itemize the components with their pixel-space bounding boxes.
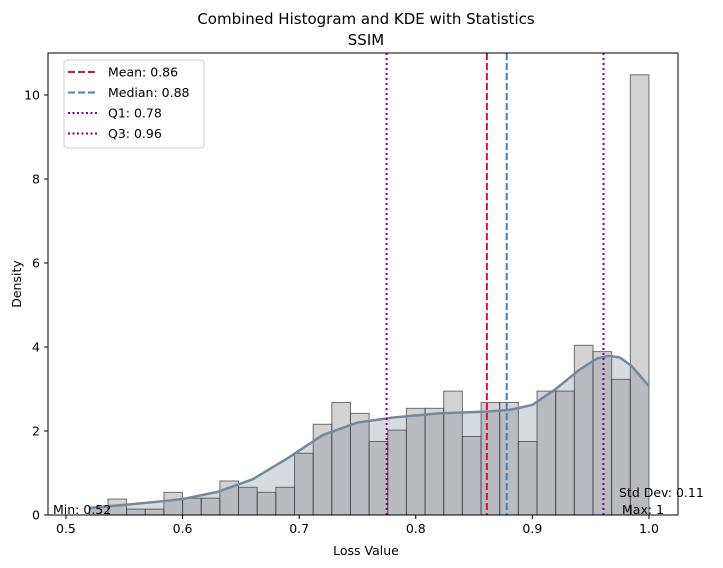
histogram-bar	[275, 486, 295, 516]
histogram-bar	[387, 429, 407, 516]
histogram-bar	[480, 401, 501, 516]
min-annotation: Min: 0.52	[53, 502, 111, 517]
x-tick-label: 0.8	[406, 521, 426, 536]
y-tick-label: 0	[32, 508, 40, 523]
std-annotation: Std Dev: 0.11	[619, 485, 704, 500]
legend-label: Mean: 0.86	[108, 65, 178, 80]
histogram-bar	[349, 412, 370, 516]
y-tick-label: 2	[32, 424, 40, 439]
histogram-bar	[331, 401, 351, 516]
max-annotation: Max: 1	[622, 502, 664, 517]
histogram-bar	[517, 441, 538, 516]
histogram-bar	[424, 407, 445, 516]
histogram-bar	[293, 452, 314, 516]
y-axis-label: Density	[9, 260, 24, 308]
chart-subtitle: SSIM	[348, 31, 384, 49]
x-tick-label: 1.0	[639, 521, 659, 536]
histogram-bar	[592, 351, 613, 516]
histogram-bar	[144, 508, 165, 516]
x-tick-label: 0.7	[289, 521, 309, 536]
histogram-bar	[405, 407, 426, 516]
histogram-bar	[368, 441, 389, 516]
legend-label: Q1: 0.78	[108, 106, 162, 121]
legend-label: Q3: 0.96	[108, 126, 162, 141]
x-axis-label: Loss Value	[333, 543, 399, 558]
x-axis: 0.5 0.6 0.7 0.8 0.9 1.0	[56, 515, 659, 536]
histogram-bar	[312, 423, 333, 516]
y-tick-label: 4	[32, 340, 40, 355]
chart-title: Combined Histogram and KDE with Statisti…	[197, 10, 535, 28]
histogram-bar	[126, 508, 146, 516]
histogram-bar	[200, 497, 221, 516]
axes-frame	[47, 52, 679, 516]
y-axis: 0 2 4 6 8 10	[24, 88, 48, 523]
histogram-bar	[461, 435, 482, 516]
histogram-bar	[182, 497, 202, 516]
histogram-bar	[499, 401, 519, 516]
legend-box	[63, 59, 205, 149]
histogram-bar	[536, 390, 557, 516]
histogram-bar	[238, 486, 258, 516]
x-tick-label: 0.9	[522, 521, 542, 536]
histogram-bar	[443, 390, 463, 516]
plot-area	[88, 53, 650, 516]
histogram-bar	[163, 491, 184, 516]
histogram-bar	[555, 390, 575, 516]
y-tick-label: 8	[32, 172, 40, 187]
x-tick-label: 0.6	[173, 521, 193, 536]
y-tick-label: 10	[24, 88, 40, 103]
legend-label: Median: 0.88	[108, 85, 190, 100]
x-tick-label: 0.5	[56, 521, 76, 536]
y-tick-label: 6	[32, 256, 40, 271]
histogram-bar	[256, 491, 277, 516]
kde-line	[89, 354, 650, 510]
legend: Mean: 0.86 Median: 0.88 Q1: 0.78 Q3: 0.96	[63, 59, 205, 149]
histogram-bar	[629, 74, 650, 516]
